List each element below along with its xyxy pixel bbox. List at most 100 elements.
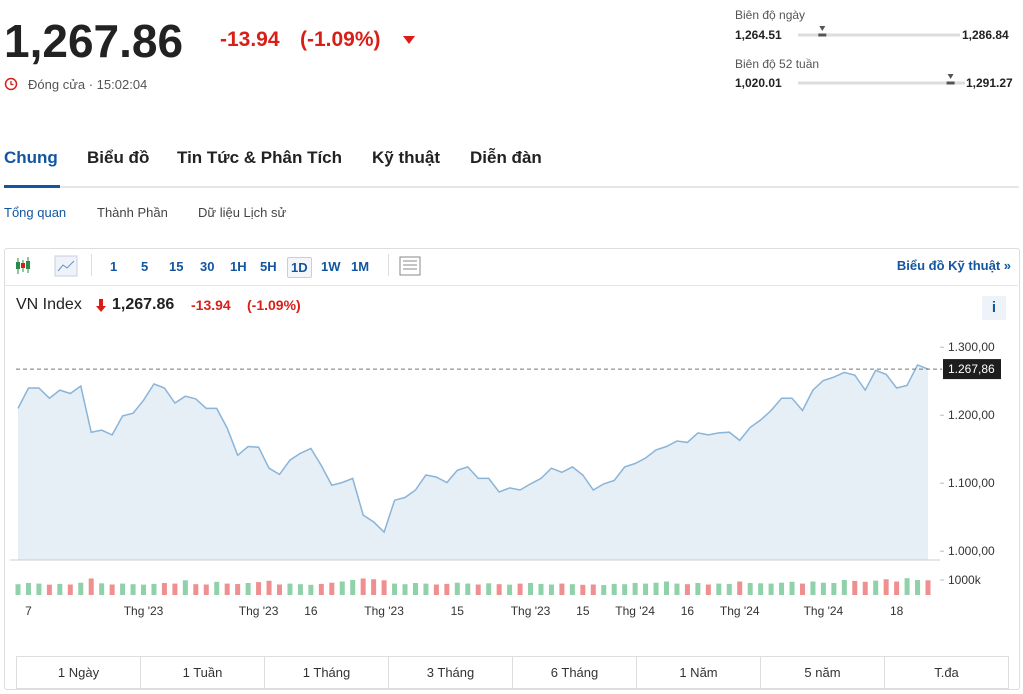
volume-bar — [454, 582, 460, 595]
volume-bar — [276, 584, 282, 595]
interval-button[interactable]: 1W — [321, 259, 341, 274]
separator — [91, 254, 92, 276]
volume-bar — [580, 584, 586, 595]
volume-bar — [350, 580, 356, 595]
x-tick-label: 16 — [681, 604, 695, 618]
range-button[interactable]: 1 Năm — [636, 656, 760, 689]
volume-bar — [172, 583, 178, 595]
interval-button[interactable]: 1M — [351, 259, 370, 274]
range-button[interactable]: T.đa — [884, 656, 1009, 689]
volume-bar — [88, 578, 94, 595]
volume-bar — [747, 583, 753, 595]
interval-button[interactable]: 5H — [260, 259, 277, 274]
technical-link[interactable]: Biểu đồ Kỹ thuật » — [896, 258, 1011, 273]
info-button[interactable]: i — [982, 296, 1006, 320]
x-tick-label: Thg '24 — [804, 604, 844, 618]
status: Đóng cửa · 15:02:04 — [28, 77, 148, 92]
volume-bar — [36, 583, 42, 595]
tab[interactable]: Kỹ thuật — [372, 148, 440, 167]
chart-change: -13.94 — [191, 297, 231, 313]
chart: Investing.com1.000,001.100,001.200,001.3… — [10, 340, 1001, 618]
range-high: 1,286.84 — [962, 28, 1009, 42]
volume-bar — [433, 584, 439, 595]
change-pct: (-1.09%) — [300, 28, 381, 51]
range-button[interactable]: 1 Tháng — [264, 656, 388, 689]
range-high: 1,291.27 — [966, 76, 1013, 90]
chart-type-icons[interactable] — [14, 255, 86, 277]
tab-underline — [4, 185, 60, 188]
x-tick-label: 7 — [25, 604, 32, 618]
range-button[interactable]: 3 Tháng — [388, 656, 512, 689]
tab[interactable]: Chung — [4, 148, 58, 167]
volume-bar — [266, 580, 272, 595]
interval-button[interactable]: 1 — [110, 259, 118, 274]
range-bars — [798, 26, 965, 85]
range-button[interactable]: 6 Tháng — [512, 656, 636, 689]
volume-bar — [904, 578, 910, 595]
volume-bar — [214, 581, 220, 595]
volume-tick-label: 1000k — [948, 573, 982, 587]
x-tick-label: Thg '24 — [720, 604, 760, 618]
tab[interactable]: Tin Tức & Phân Tích — [177, 148, 343, 167]
interval-button[interactable]: 1H — [230, 259, 247, 274]
volume-bar — [182, 580, 188, 595]
chart-panel — [4, 248, 1020, 690]
x-tick-label: Thg '23 — [239, 604, 279, 618]
y-tick-label: 1.300,00 — [948, 340, 995, 354]
interval-button[interactable]: 1D — [287, 257, 312, 278]
subtab[interactable]: Tổng quan — [4, 205, 67, 220]
volume-bar — [486, 583, 492, 595]
chart-change-pct: (-1.09%) — [247, 297, 301, 313]
interval-button[interactable]: 15 — [169, 259, 184, 274]
last-price-label: 1.267,86 — [948, 362, 995, 376]
volume-bar — [193, 584, 199, 595]
volume-bar — [590, 584, 596, 595]
volume-bar — [339, 581, 345, 595]
volume-bar — [287, 583, 293, 595]
volume-bar — [862, 581, 868, 595]
x-tick-label: 15 — [451, 604, 465, 618]
tab[interactable]: Biểu đồ — [87, 148, 150, 167]
volume-bar — [224, 583, 230, 595]
interval-button[interactable]: 5 — [141, 259, 149, 274]
down-arrow — [96, 299, 106, 312]
volume-bar — [78, 582, 84, 595]
volume-bar — [622, 584, 628, 595]
x-tick-label: 16 — [304, 604, 318, 618]
tab[interactable]: Diễn đàn — [470, 148, 542, 167]
volume-bar — [894, 581, 900, 595]
subtab[interactable]: Dữ liệu Lịch sử — [198, 205, 287, 220]
volume-bar — [402, 584, 408, 595]
volume-bar — [392, 583, 398, 595]
area — [18, 364, 928, 560]
volume-bar — [25, 583, 31, 595]
x-tick-label: 15 — [576, 604, 590, 618]
volume-bar — [120, 583, 126, 595]
change: -13.94 — [220, 28, 280, 51]
volume-bar — [789, 581, 795, 595]
line — [17, 363, 929, 534]
range-button[interactable]: 1 Ngày — [16, 656, 140, 689]
range-marker — [947, 74, 954, 79]
range-low: 1,264.51 — [735, 28, 782, 42]
volume-bar — [423, 583, 429, 595]
volume-bar — [15, 584, 21, 595]
interval-button[interactable]: 30 — [200, 259, 215, 274]
layout-icon[interactable] — [398, 255, 422, 277]
range-low: 1,020.01 — [735, 76, 782, 90]
volume-bar — [758, 583, 764, 595]
volume-bar — [245, 583, 251, 595]
volume-bar — [465, 583, 471, 595]
symbol: VN Index — [16, 296, 82, 313]
volume-bar — [601, 585, 607, 595]
range-button[interactable]: 1 Tuần — [140, 656, 264, 689]
volume-bar — [716, 583, 722, 595]
volume-bar — [643, 583, 649, 595]
volume-bar — [569, 584, 575, 595]
range-button[interactable]: 5 năm — [760, 656, 884, 689]
volume-bar — [67, 584, 73, 595]
y-tick-label: 1.100,00 — [948, 476, 995, 490]
subtab[interactable]: Thành Phần — [97, 205, 168, 220]
volume-bar — [297, 584, 303, 595]
volume-bar — [371, 579, 377, 595]
